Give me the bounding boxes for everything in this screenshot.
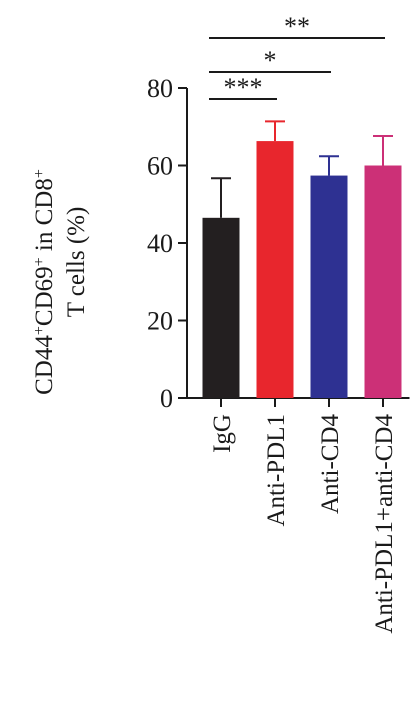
y-axis-title-line1: CD44+CD69+ in CD8+ bbox=[31, 169, 59, 395]
y-axis-title-sup1: + bbox=[31, 326, 48, 335]
y-axis-title-part1: CD44 bbox=[31, 335, 58, 395]
bar bbox=[310, 175, 348, 398]
y-axis-title-part2: CD69 bbox=[31, 266, 58, 326]
y-tick-label: 20 bbox=[147, 307, 173, 336]
bar bbox=[256, 141, 294, 398]
plot-area: 0 20 40 60 80 IgG Anti-PDL1 Anti-CD4 Anti-PDL1+a… bbox=[147, 12, 410, 634]
x-category-label: Anti-PDL1+anti-CD4 bbox=[371, 414, 398, 634]
y-axis-title-line2: T cells (%) bbox=[63, 207, 90, 318]
x-category-label: Anti-CD4 bbox=[317, 414, 344, 515]
y-tick-label: 40 bbox=[147, 229, 173, 258]
x-category-label: Anti-PDL1 bbox=[263, 414, 290, 527]
y-axis-title: CD44+CD69+ in CD8+ T cells (%) bbox=[31, 169, 91, 395]
y-tick-label: 80 bbox=[147, 74, 173, 103]
y-axis-title-sup3: + bbox=[31, 169, 48, 178]
bar bbox=[202, 217, 240, 398]
significance-label: ** bbox=[284, 12, 310, 41]
y-axis-title-sup2: + bbox=[31, 257, 48, 266]
y-tick-label: 0 bbox=[160, 384, 173, 413]
x-category-label: IgG bbox=[209, 414, 236, 453]
significance-label: * bbox=[264, 46, 277, 75]
y-axis-title-part3: in CD8 bbox=[31, 178, 58, 257]
significance-label: *** bbox=[224, 73, 263, 102]
bar bbox=[364, 165, 402, 398]
y-tick-label: 60 bbox=[147, 152, 173, 181]
